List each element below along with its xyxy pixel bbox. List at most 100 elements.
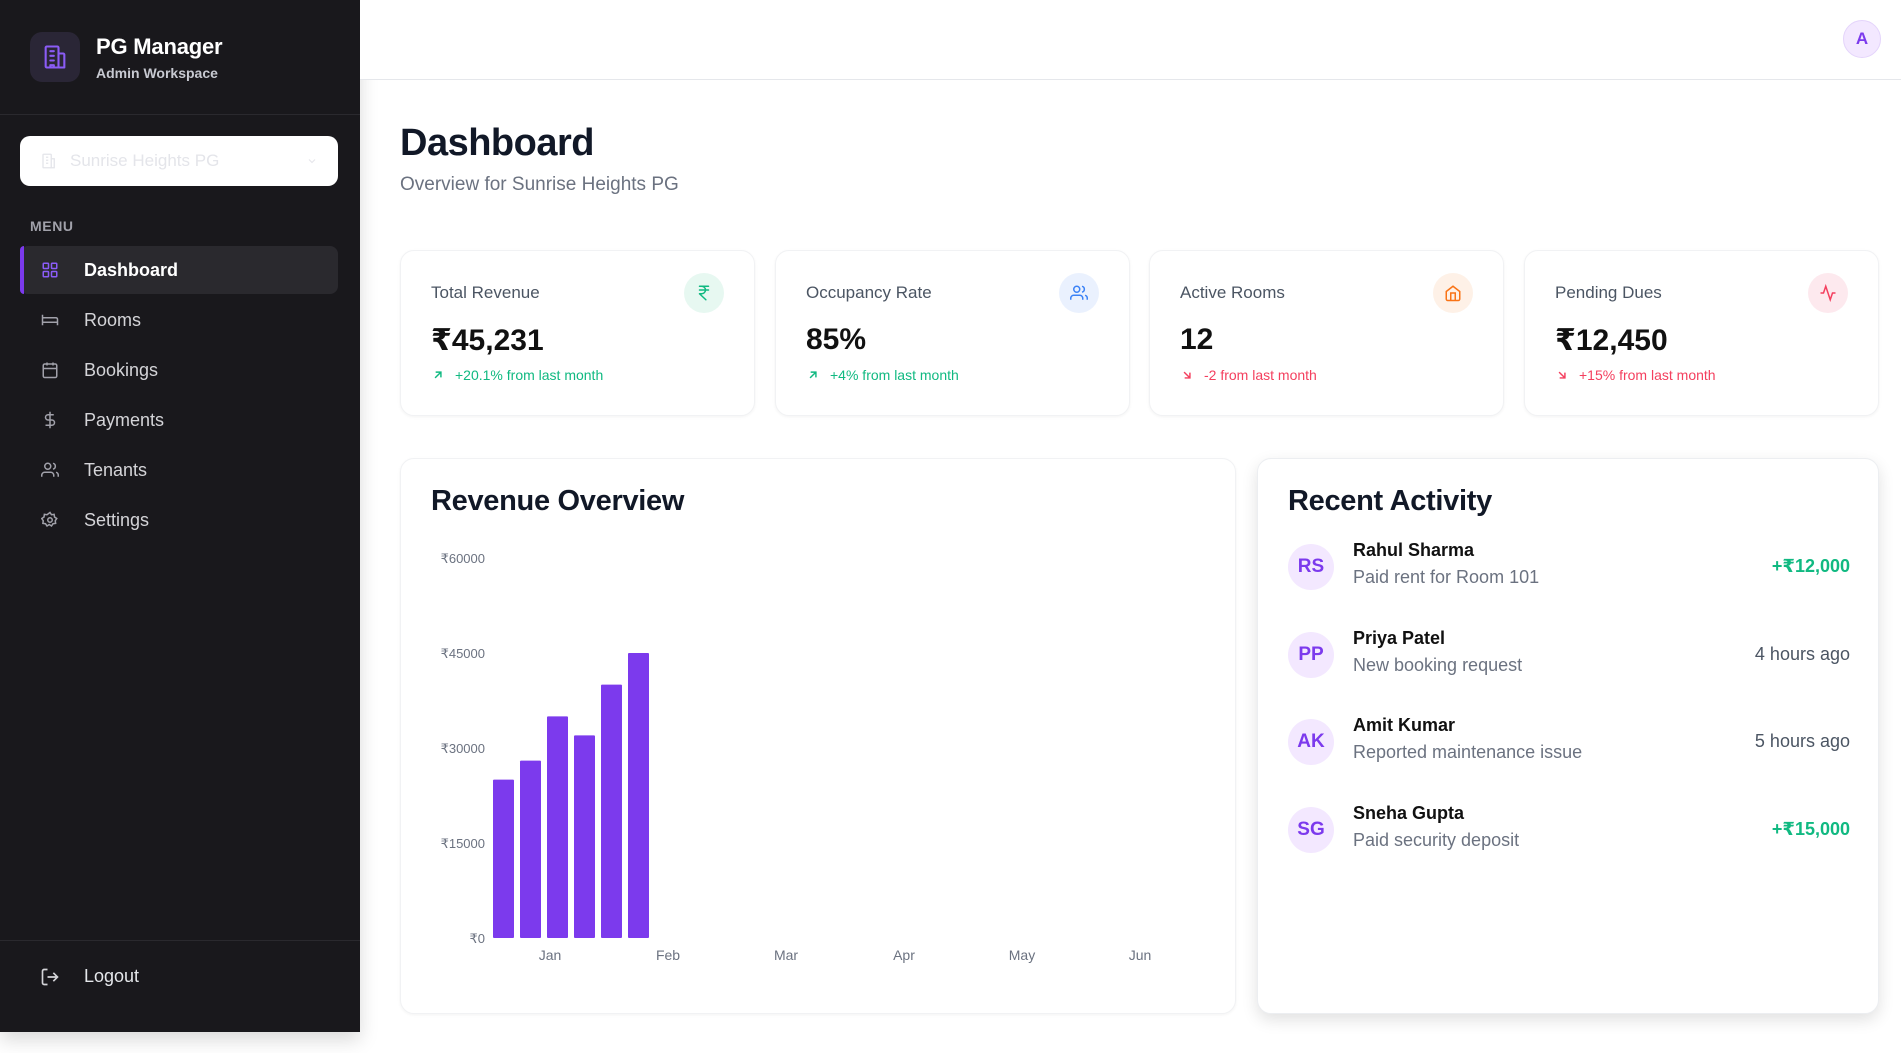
sidebar-item-label: Tenants [84, 459, 148, 480]
activity-desc: New booking request [1353, 654, 1523, 675]
activity-list: RS Rahul Sharma Paid rent for Room 101 +… [1288, 540, 1850, 895]
stat-trend: +4% from last month [806, 367, 959, 383]
recent-activity-title: Recent Activity [1288, 485, 1492, 517]
menu-label: MENU [30, 218, 74, 234]
arrow-up-right-icon [431, 368, 445, 382]
sidebar-item-rooms[interactable]: Rooms [20, 296, 338, 344]
calendar-icon [40, 360, 60, 380]
stat-trend: +15% from last month [1555, 367, 1716, 383]
stat-card-total-revenue: Total Revenue ₹45,231 +20.1% from last m… [400, 250, 755, 416]
sidebar-item-payments[interactable]: Payments [20, 396, 338, 444]
rupee-icon [684, 273, 724, 313]
revenue-bar-chart: ₹0 ₹15000 ₹30000 ₹45000 ₹60000 Jan Feb Mar Apr Ma… [441, 551, 1152, 963]
activity-amount: +₹12,000 [1771, 556, 1850, 576]
chart-bar [520, 760, 541, 938]
activity-desc: Reported maintenance issue [1353, 742, 1583, 762]
grid-icon [40, 260, 60, 280]
stat-trend: -2 from last month [1180, 367, 1317, 383]
chart-bar [493, 779, 514, 938]
sidebar-item-dashboard[interactable]: Dashboard [20, 246, 338, 294]
sidebar-item-label: Settings [84, 509, 150, 530]
activity-item[interactable]: RS Rahul Sharma Paid rent for Room 101 +… [1288, 540, 1850, 632]
activity-icon [1808, 273, 1848, 313]
revenue-overview-card: Revenue Overview ₹0 ₹15000 ₹30000 ₹45000 ₹60… [400, 458, 1236, 1014]
y-tick-label: ₹15000 [441, 836, 485, 851]
activity-name: Rahul Sharma [1353, 540, 1475, 560]
activity-name: Sneha Gupta [1353, 802, 1465, 823]
stat-label: Occupancy Rate [806, 283, 932, 302]
stat-label: Active Rooms [1180, 283, 1285, 302]
x-tick-label: Mar [774, 947, 798, 963]
avatar: AK [1288, 719, 1334, 765]
stat-card-active-rooms: Active Rooms 12 -2 from last month [1149, 250, 1504, 416]
y-tick-label: ₹30000 [441, 741, 485, 756]
activity-item[interactable]: SG Sneha Gupta Paid security deposit +₹1… [1288, 803, 1850, 895]
building-icon [40, 152, 58, 170]
recent-activity-card: Recent Activity RS Rahul Sharma Paid ren… [1257, 458, 1879, 1014]
users-icon [1059, 273, 1099, 313]
y-tick-label: ₹45000 [441, 646, 485, 661]
sidebar-item-label: Bookings [84, 359, 159, 380]
activity-time: 5 hours ago [1754, 731, 1850, 751]
sidebar-divider [0, 940, 360, 941]
user-avatar[interactable]: A [1843, 20, 1881, 58]
stat-value: 12 [1180, 323, 1214, 356]
sidebar-divider [0, 114, 360, 115]
activity-amount: +₹15,000 [1771, 818, 1850, 839]
arrow-down-right-icon [1180, 368, 1194, 382]
sidebar-item-label: Payments [84, 409, 165, 430]
activity-item[interactable]: AK Amit Kumar Reported maintenance issue… [1288, 715, 1850, 807]
property-selector[interactable]: Sunrise Heights PG [20, 136, 338, 186]
stat-trend: +20.1% from last month [431, 367, 603, 383]
stat-trend-text: +4% from last month [830, 367, 959, 383]
stat-value: ₹12,450 [1555, 324, 1668, 357]
stat-card-occupancy-rate: Occupancy Rate 85% +4% from last month [775, 250, 1130, 416]
sidebar-item-label: Dashboard [84, 259, 179, 280]
stat-label: Total Revenue [431, 283, 540, 302]
chevron-down-icon [306, 155, 318, 167]
arrow-down-right-icon [1555, 368, 1569, 382]
sidebar-nav: Dashboard Rooms Bookings Payments Tenant… [20, 246, 338, 546]
x-tick-label: Jan [539, 947, 562, 963]
stat-value: 85% [806, 323, 867, 356]
activity-desc: Paid rent for Room 101 [1353, 567, 1540, 587]
sidebar: PG Manager Admin Workspace Sunrise Heigh… [0, 0, 360, 1032]
arrow-up-right-icon [806, 368, 820, 382]
y-tick-label: ₹0 [469, 931, 485, 946]
chart-bar [547, 716, 568, 938]
property-selector-value: Sunrise Heights PG [70, 151, 220, 170]
brand-subtitle: Admin Workspace [96, 64, 218, 81]
x-tick-label: Apr [893, 947, 915, 963]
stat-label: Pending Dues [1555, 283, 1662, 302]
x-tick-label: Jun [1129, 947, 1152, 963]
activity-time: 4 hours ago [1754, 643, 1850, 664]
brand[interactable]: PG Manager Admin Workspace [30, 32, 223, 82]
sidebar-item-tenants[interactable]: Tenants [20, 446, 338, 494]
chart-bar [628, 653, 649, 938]
activity-item[interactable]: PP Priya Patel New booking request 4 hou… [1288, 628, 1850, 720]
sidebar-item-label: Rooms [84, 309, 142, 330]
logout-label: Logout [84, 966, 140, 986]
stat-trend-text: +15% from last month [1579, 367, 1716, 383]
avatar: PP [1288, 631, 1334, 678]
avatar: RS [1288, 544, 1334, 590]
avatar: SG [1288, 806, 1334, 853]
home-icon [1433, 273, 1473, 313]
sidebar-item-settings[interactable]: Settings [20, 496, 338, 544]
chart-bar [574, 735, 595, 938]
building-icon [30, 32, 80, 82]
stat-value: ₹45,231 [431, 324, 544, 357]
brand-title: PG Manager [96, 33, 223, 59]
logout-button[interactable]: Logout [40, 966, 139, 987]
sidebar-item-bookings[interactable]: Bookings [20, 346, 338, 394]
page-title: Dashboard [400, 122, 594, 164]
stat-card-pending-dues: Pending Dues ₹12,450 +15% from last mont… [1524, 250, 1879, 416]
activity-name: Priya Patel [1353, 627, 1446, 648]
topbar: A [360, 0, 1901, 80]
x-tick-label: May [1009, 947, 1035, 963]
x-tick-label: Feb [656, 947, 680, 963]
gear-icon [40, 510, 60, 530]
chart-bar [601, 684, 622, 938]
logout-icon [40, 967, 60, 987]
page-subtitle: Overview for Sunrise Heights PG [400, 174, 679, 195]
